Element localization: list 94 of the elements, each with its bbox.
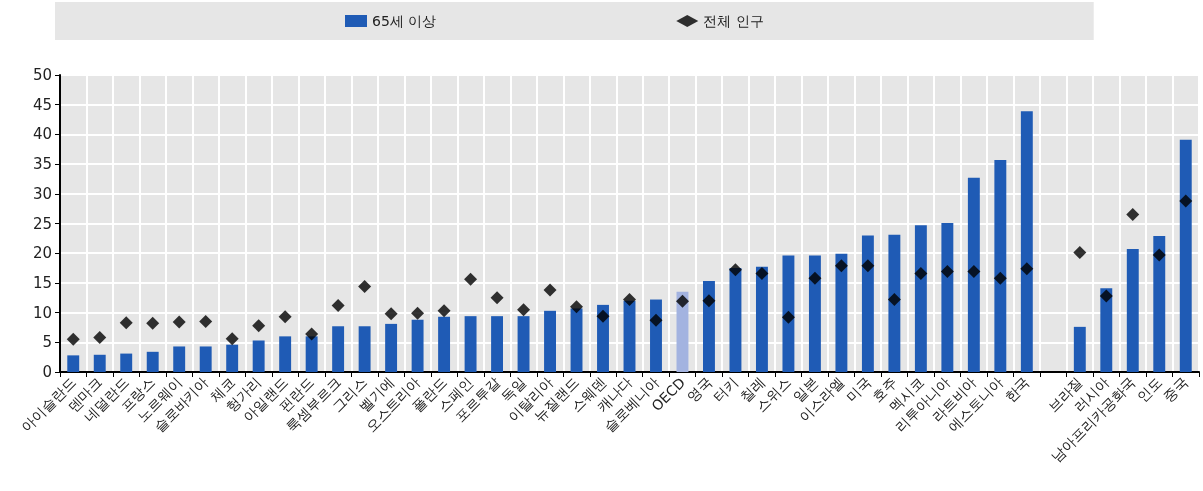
- point: [411, 306, 425, 320]
- y-tick-label: 35: [32, 155, 52, 174]
- point: [596, 309, 610, 323]
- point: [1020, 262, 1034, 276]
- point: [728, 263, 742, 277]
- point: [623, 293, 636, 307]
- point: [384, 307, 398, 321]
- legend-label: 전체 인구: [703, 13, 764, 29]
- point: [914, 266, 928, 280]
- y-tick-label: 25: [32, 214, 52, 233]
- point: [252, 319, 266, 333]
- bar: [358, 326, 371, 372]
- point: [808, 271, 822, 285]
- y-tick-label: 10: [32, 303, 52, 322]
- point: [278, 310, 292, 324]
- bar: [1179, 139, 1192, 372]
- y-tick-label: 15: [32, 273, 52, 292]
- bar: [808, 255, 821, 372]
- bar: [517, 316, 530, 372]
- bar: [967, 177, 980, 372]
- bar: [464, 316, 477, 372]
- point: [940, 265, 954, 279]
- bar: [332, 326, 345, 372]
- bar: [994, 159, 1007, 372]
- bar: [305, 336, 318, 372]
- legend-label: 65세 이상: [372, 13, 437, 29]
- point: [93, 331, 107, 345]
- point: [66, 332, 80, 346]
- bar: [861, 235, 874, 372]
- bar: [252, 340, 265, 372]
- bar: [411, 319, 424, 372]
- bar: [173, 346, 186, 372]
- bar: [279, 336, 292, 372]
- bar: [199, 346, 212, 372]
- bar: [67, 355, 80, 372]
- bar: [1073, 326, 1086, 372]
- y-tick-label: 30: [32, 184, 52, 203]
- point: [1126, 208, 1140, 222]
- point: [570, 300, 584, 314]
- y-tick-label: 50: [32, 66, 52, 84]
- bar: [570, 308, 583, 372]
- point: [305, 327, 319, 341]
- y-tick-label: 40: [32, 125, 52, 144]
- bar: [914, 225, 927, 372]
- bar: [703, 281, 715, 372]
- y-tick-label: 0: [42, 363, 52, 381]
- point: [781, 310, 795, 324]
- y-tick-label: 5: [42, 333, 52, 352]
- point: [358, 279, 372, 293]
- y-tick-label: 45: [32, 95, 52, 114]
- bar: [755, 266, 768, 372]
- bar: [888, 234, 901, 372]
- bar: [491, 316, 504, 372]
- point: [517, 303, 531, 317]
- bar: [941, 222, 954, 372]
- point: [1073, 246, 1087, 260]
- bar: [146, 351, 159, 372]
- bar: [93, 354, 106, 372]
- point: [199, 315, 213, 329]
- point: [993, 271, 1007, 285]
- point: [702, 294, 716, 308]
- bar: [438, 316, 451, 372]
- point: [967, 265, 981, 279]
- point: [755, 266, 769, 280]
- bar: [544, 310, 556, 372]
- bar: [650, 299, 662, 372]
- bar: [1100, 288, 1113, 372]
- bar: [835, 253, 848, 372]
- bar: [1153, 235, 1166, 372]
- point: [119, 316, 133, 330]
- point: [1152, 248, 1166, 262]
- point: [225, 332, 239, 346]
- point: [490, 291, 504, 305]
- bar: [226, 344, 239, 372]
- point: [649, 313, 663, 327]
- point: [887, 293, 901, 307]
- point: [172, 315, 186, 329]
- point: [331, 298, 345, 312]
- bar: [1020, 111, 1033, 372]
- point: [146, 316, 160, 330]
- bar: [729, 268, 742, 372]
- bar: [385, 323, 398, 372]
- bar: [120, 353, 133, 372]
- point: [543, 283, 557, 297]
- point: [1179, 194, 1193, 208]
- point: [437, 304, 451, 318]
- point: [1099, 289, 1113, 303]
- bar: [782, 255, 795, 372]
- bar: [1126, 249, 1139, 372]
- y-tick-label: 20: [32, 244, 52, 263]
- point: [834, 259, 848, 273]
- point: [861, 259, 875, 273]
- point: [675, 294, 689, 308]
- point: [464, 272, 478, 286]
